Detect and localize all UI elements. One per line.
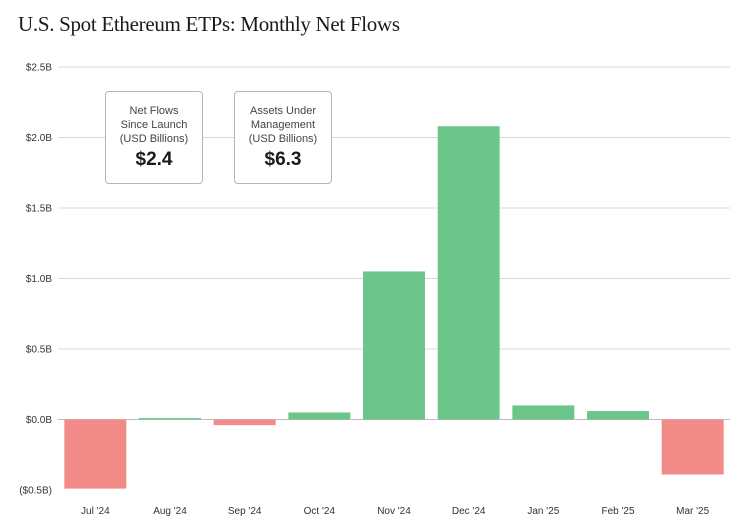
y-tick-label: $2.0B: [26, 133, 52, 144]
x-tick-label: Mar '25: [676, 506, 709, 517]
net-flows-label-line: (USD Billions): [119, 133, 189, 145]
y-tick-label: $1.0B: [26, 274, 52, 285]
x-tick-label: Oct '24: [304, 506, 336, 517]
net-flows-value: $2.4: [135, 149, 173, 170]
x-tick-label: Jan '25: [527, 506, 559, 517]
x-tick-label: Dec '24: [452, 506, 486, 517]
bar-1: [139, 418, 201, 420]
bar-7: [587, 411, 649, 420]
x-tick-label: Aug '24: [153, 506, 187, 517]
aum-label-line: Management: [250, 119, 316, 131]
aum-value: $6.3: [264, 149, 302, 170]
bar-6: [512, 405, 575, 420]
bar-0: [64, 419, 127, 489]
bar-3: [288, 412, 351, 420]
bars: [64, 126, 724, 489]
aum-info-box: Assets Under Management (USD Billions) $…: [234, 91, 332, 184]
net-flows-label-line: Net Flows: [129, 105, 179, 117]
x-tick-label: Feb '25: [601, 506, 634, 517]
bar-2: [213, 419, 276, 426]
x-tick-label: Jul '24: [81, 506, 110, 517]
bar-5: [437, 126, 500, 420]
y-tick-label: ($0.5B): [19, 486, 52, 497]
x-tick-label: Sep '24: [228, 506, 262, 517]
bar-8: [661, 419, 724, 475]
aum-label-line: Assets Under: [249, 105, 317, 117]
net-flows-info-box: Net Flows Since Launch (USD Billions) $2…: [105, 91, 203, 184]
x-tick-label: Nov '24: [377, 506, 411, 517]
aum-label-line: (USD Billions): [248, 133, 318, 145]
y-tick-label: $1.5B: [26, 204, 52, 215]
y-axis-ticks: $2.5B $2.0B $1.5B $1.0B $0.5B $0.0B ($0.5B): [19, 63, 52, 497]
bar-4: [363, 271, 425, 420]
y-tick-label: $0.0B: [26, 415, 52, 426]
net-flows-label-line: Since Launch: [120, 119, 188, 131]
x-axis-ticks: Jul '24 Aug '24 Sep '24 Oct '24 Nov '24 Dec '…: [81, 506, 710, 517]
y-tick-label: $0.5B: [26, 345, 52, 356]
chart-title: U.S. Spot Ethereum ETPs: Monthly Net Flo…: [18, 12, 400, 36]
y-tick-label: $2.5B: [26, 63, 52, 74]
